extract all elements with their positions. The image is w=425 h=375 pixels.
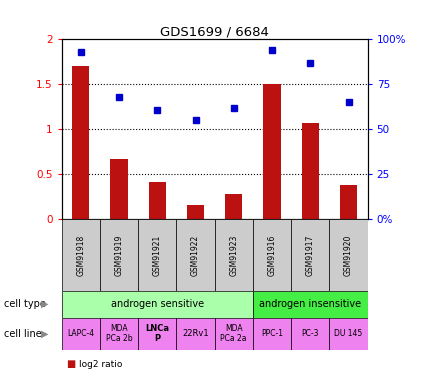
Text: GSM91919: GSM91919 <box>114 234 124 276</box>
Bar <box>110 159 128 219</box>
Text: GSM91921: GSM91921 <box>153 234 162 276</box>
Bar <box>225 194 242 219</box>
Bar <box>215 318 253 350</box>
Bar <box>302 123 319 219</box>
Bar <box>329 219 368 291</box>
Bar <box>138 318 176 350</box>
Bar <box>72 66 89 219</box>
Text: GSM91918: GSM91918 <box>76 234 85 276</box>
Text: cell type: cell type <box>4 299 46 309</box>
Text: MDA
PCa 2a: MDA PCa 2a <box>221 324 247 343</box>
Text: ▶: ▶ <box>41 328 48 339</box>
Bar <box>291 219 329 291</box>
Text: cell line: cell line <box>4 328 42 339</box>
Bar <box>138 219 176 291</box>
Text: GSM91923: GSM91923 <box>229 234 238 276</box>
Text: LNCa
P: LNCa P <box>145 324 169 343</box>
Text: ▶: ▶ <box>41 299 48 309</box>
Bar <box>253 219 291 291</box>
Text: androgen sensitive: androgen sensitive <box>110 299 204 309</box>
Text: PPC-1: PPC-1 <box>261 329 283 338</box>
Bar <box>264 84 280 219</box>
Text: GSM91922: GSM91922 <box>191 234 200 276</box>
Bar <box>62 291 253 318</box>
Title: GDS1699 / 6684: GDS1699 / 6684 <box>160 25 269 38</box>
Bar <box>187 205 204 219</box>
Text: GSM91917: GSM91917 <box>306 234 315 276</box>
Text: MDA
PCa 2b: MDA PCa 2b <box>106 324 132 343</box>
Bar <box>215 219 253 291</box>
Text: DU 145: DU 145 <box>334 329 363 338</box>
Bar <box>291 318 329 350</box>
Text: GSM91916: GSM91916 <box>267 234 277 276</box>
Bar <box>340 185 357 219</box>
Bar <box>329 318 368 350</box>
Text: log2 ratio: log2 ratio <box>79 360 122 369</box>
Bar <box>176 219 215 291</box>
Text: androgen insensitive: androgen insensitive <box>259 299 361 309</box>
Text: LAPC-4: LAPC-4 <box>67 329 94 338</box>
Bar <box>100 318 138 350</box>
Bar <box>100 219 138 291</box>
Text: PC-3: PC-3 <box>301 329 319 338</box>
Bar <box>149 182 166 219</box>
Text: 22Rv1: 22Rv1 <box>182 329 209 338</box>
Bar <box>253 291 368 318</box>
Bar <box>62 219 100 291</box>
Bar <box>62 318 100 350</box>
Text: ■: ■ <box>66 360 75 369</box>
Bar <box>176 318 215 350</box>
Text: GSM91920: GSM91920 <box>344 234 353 276</box>
Bar <box>253 318 291 350</box>
